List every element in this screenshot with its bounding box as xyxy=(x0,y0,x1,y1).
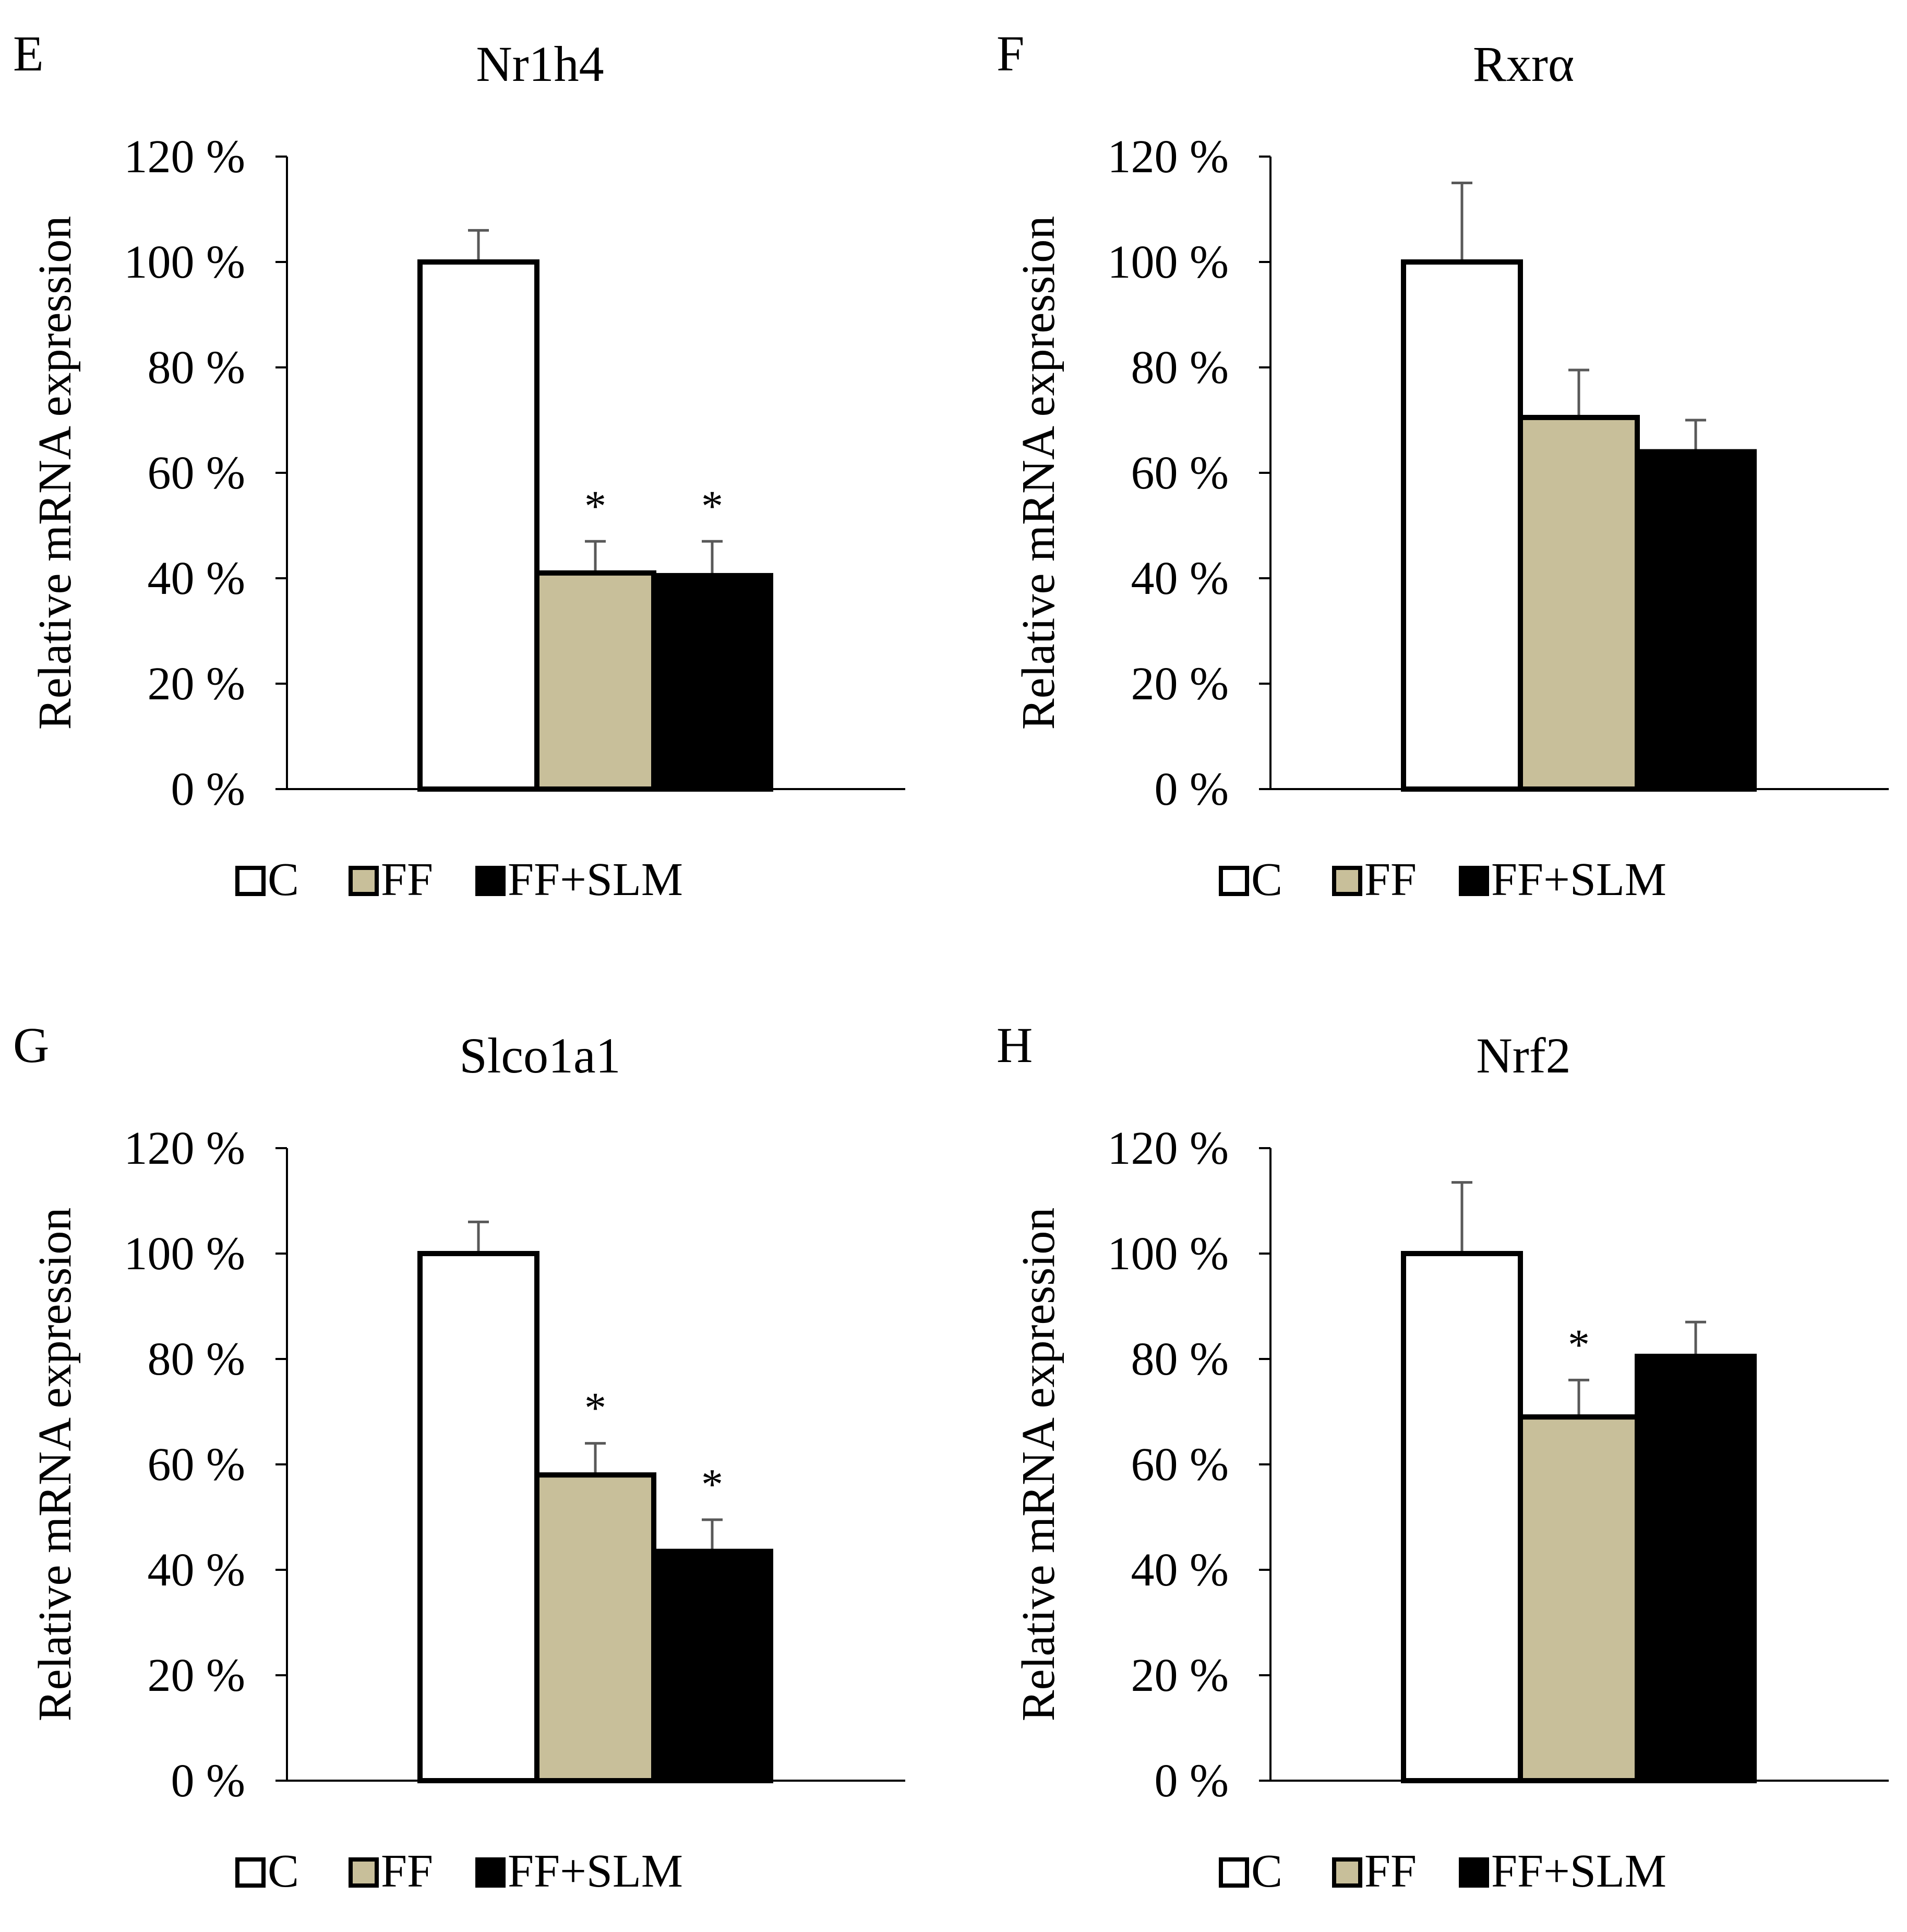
legend-swatch-c xyxy=(1219,1857,1249,1888)
significance-mark: * xyxy=(584,482,606,530)
y-tick-label: 80 % xyxy=(148,342,245,393)
legend-label-c: C xyxy=(1251,854,1282,905)
y-tick-label: 100 % xyxy=(1108,236,1229,288)
y-tick-label: 60 % xyxy=(148,447,245,499)
chart-title: Nr1h4 xyxy=(476,36,604,92)
significance-mark: * xyxy=(701,482,723,530)
legend-swatch-ff-plus-slm xyxy=(1459,1857,1489,1888)
y-tick-label: 120 % xyxy=(1108,1123,1229,1174)
legend-swatch-c xyxy=(235,1857,266,1888)
y-tick-label: 40 % xyxy=(1131,553,1229,604)
bar-ff-plus-slm xyxy=(651,573,773,792)
legend-label-c: C xyxy=(1251,1845,1282,1897)
legend-label-ff-plus-slm: FF+SLM xyxy=(1491,1845,1666,1897)
bar-ff-plus-slm xyxy=(1635,449,1757,792)
y-tick-label: 0 % xyxy=(1155,764,1229,815)
legend-label-c: C xyxy=(268,854,299,905)
legend-swatch-ff-plus-slm xyxy=(475,1857,506,1888)
legend-label-ff: FF xyxy=(1364,854,1417,905)
panel-letter: E xyxy=(13,26,44,81)
bar-ff xyxy=(534,570,656,792)
y-tick-label: 40 % xyxy=(148,1544,245,1596)
y-tick-label: 20 % xyxy=(1131,658,1229,710)
y-tick-label: 20 % xyxy=(1131,1650,1229,1701)
y-tick-label: 80 % xyxy=(1131,342,1229,393)
legend-label-ff: FF xyxy=(1364,1845,1417,1897)
chart-panel-g: G Slco1a1 Relative mRNA expression 0 % 20 % 4… xyxy=(13,1017,905,1897)
bar-ff xyxy=(1518,414,1640,792)
y-tick-label: 60 % xyxy=(1131,447,1229,499)
y-tick-label: 80 % xyxy=(1131,1333,1229,1385)
chart-title: Rxrα xyxy=(1473,36,1574,92)
significance-mark: * xyxy=(1568,1320,1590,1369)
legend-swatch-ff xyxy=(349,866,379,896)
legend-label-ff-plus-slm: FF+SLM xyxy=(508,1845,683,1897)
bar-c xyxy=(417,259,539,792)
legend-label-ff-plus-slm: FF+SLM xyxy=(508,854,683,905)
chart-panel-f: F Rxrα Relative mRNA expression 0 % 20 % 40 %… xyxy=(997,26,1889,905)
y-tick-label: 100 % xyxy=(124,1228,245,1280)
chart-panel-h: H Nrf2 Relative mRNA expression 0 % 20 % 40 %… xyxy=(997,1017,1889,1897)
legend-swatch-ff xyxy=(1332,866,1362,896)
panel-letter: G xyxy=(13,1017,49,1073)
bar-c xyxy=(1401,259,1523,792)
legend-swatch-ff xyxy=(349,1857,379,1888)
chart-title: Nrf2 xyxy=(1476,1028,1570,1083)
legend-label-c: C xyxy=(268,1845,299,1897)
y-tick-label: 0 % xyxy=(171,1755,245,1807)
y-tick-label: 60 % xyxy=(1131,1439,1229,1490)
legend-swatch-ff-plus-slm xyxy=(475,866,506,896)
y-tick-label: 100 % xyxy=(124,236,245,288)
bar-ff xyxy=(1518,1414,1640,1783)
y-tick-label: 120 % xyxy=(124,1123,245,1174)
legend-swatch-c xyxy=(235,866,266,896)
y-tick-label: 80 % xyxy=(148,1333,245,1385)
bar-c xyxy=(417,1251,539,1783)
significance-mark: * xyxy=(584,1384,606,1433)
chart-panel-e: E Nr1h4 Relative mRNA expression 0 % 20 % 40 … xyxy=(13,26,905,905)
legend-swatch-c xyxy=(1219,866,1249,896)
bar-ff-plus-slm xyxy=(651,1548,773,1784)
legend-label-ff: FF xyxy=(381,1845,433,1897)
y-tick-label: 120 % xyxy=(124,131,245,183)
significance-mark: * xyxy=(701,1460,723,1509)
panel-letter: H xyxy=(997,1017,1033,1073)
y-tick-label: 120 % xyxy=(1108,131,1229,183)
y-axis-label: Relative mRNA expression xyxy=(1013,216,1064,730)
panel-letter: F xyxy=(997,26,1024,81)
legend-label-ff: FF xyxy=(381,854,433,905)
y-tick-label: 0 % xyxy=(171,764,245,815)
y-tick-label: 60 % xyxy=(148,1439,245,1490)
legend-swatch-ff xyxy=(1332,1857,1362,1888)
y-tick-label: 40 % xyxy=(148,553,245,604)
y-tick-label: 0 % xyxy=(1155,1755,1229,1807)
y-tick-label: 20 % xyxy=(148,658,245,710)
y-tick-label: 40 % xyxy=(1131,1544,1229,1596)
y-tick-label: 100 % xyxy=(1108,1228,1229,1280)
y-axis-label: Relative mRNA expression xyxy=(1013,1208,1064,1722)
legend-swatch-ff-plus-slm xyxy=(1459,866,1489,896)
y-tick-label: 20 % xyxy=(148,1650,245,1701)
bar-c xyxy=(1401,1251,1523,1783)
bar-ff-plus-slm xyxy=(1635,1353,1757,1783)
chart-title: Slco1a1 xyxy=(459,1028,620,1083)
legend-label-ff-plus-slm: FF+SLM xyxy=(1491,854,1666,905)
y-axis-label: Relative mRNA expression xyxy=(29,216,81,730)
bar-ff xyxy=(534,1472,656,1783)
y-axis-label: Relative mRNA expression xyxy=(29,1208,81,1722)
